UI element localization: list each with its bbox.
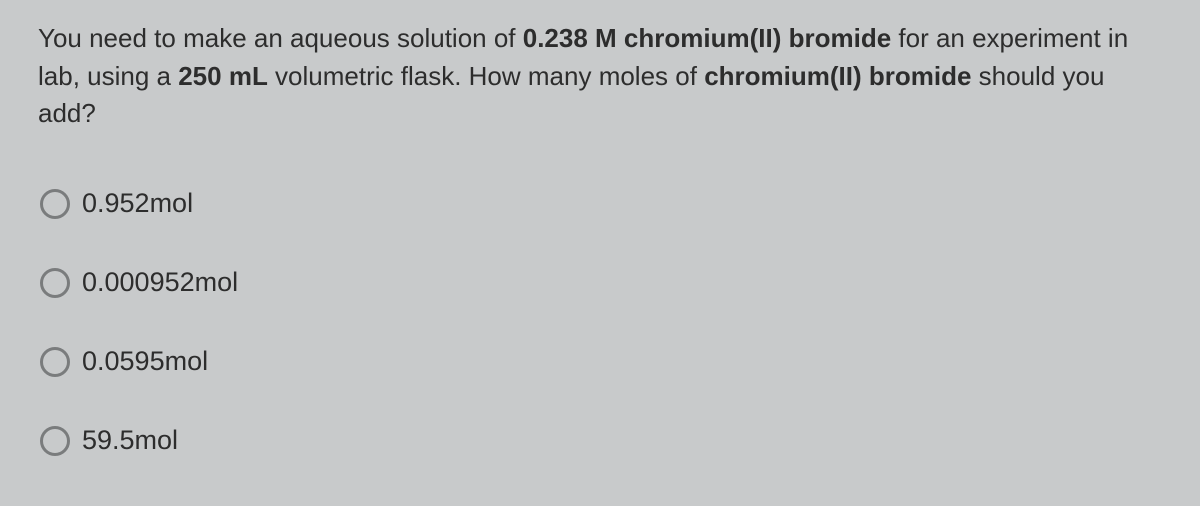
- radio-icon: [40, 347, 70, 377]
- question-segment-4: volumetric flask. How many moles of: [268, 61, 704, 91]
- radio-icon: [40, 426, 70, 456]
- option-label: 0.0595mol: [82, 346, 208, 377]
- option-label: 59.5mol: [82, 425, 178, 456]
- options-list: 0.952mol 0.000952mol 0.0595mol 59.5mol: [38, 188, 1162, 456]
- question-text: You need to make an aqueous solution of …: [38, 20, 1162, 133]
- question-segment-3: 250 mL: [178, 61, 268, 91]
- question-segment-0: You need to make an aqueous solution of: [38, 23, 523, 53]
- option-label: 0.000952mol: [82, 267, 238, 298]
- question-segment-5: chromium(II) bromide: [704, 61, 971, 91]
- radio-icon: [40, 189, 70, 219]
- radio-icon: [40, 268, 70, 298]
- option-row-0[interactable]: 0.952mol: [40, 188, 1162, 219]
- option-label: 0.952mol: [82, 188, 193, 219]
- option-row-2[interactable]: 0.0595mol: [40, 346, 1162, 377]
- option-row-1[interactable]: 0.000952mol: [40, 267, 1162, 298]
- option-row-3[interactable]: 59.5mol: [40, 425, 1162, 456]
- question-segment-1: 0.238 M chromium(II) bromide: [523, 23, 891, 53]
